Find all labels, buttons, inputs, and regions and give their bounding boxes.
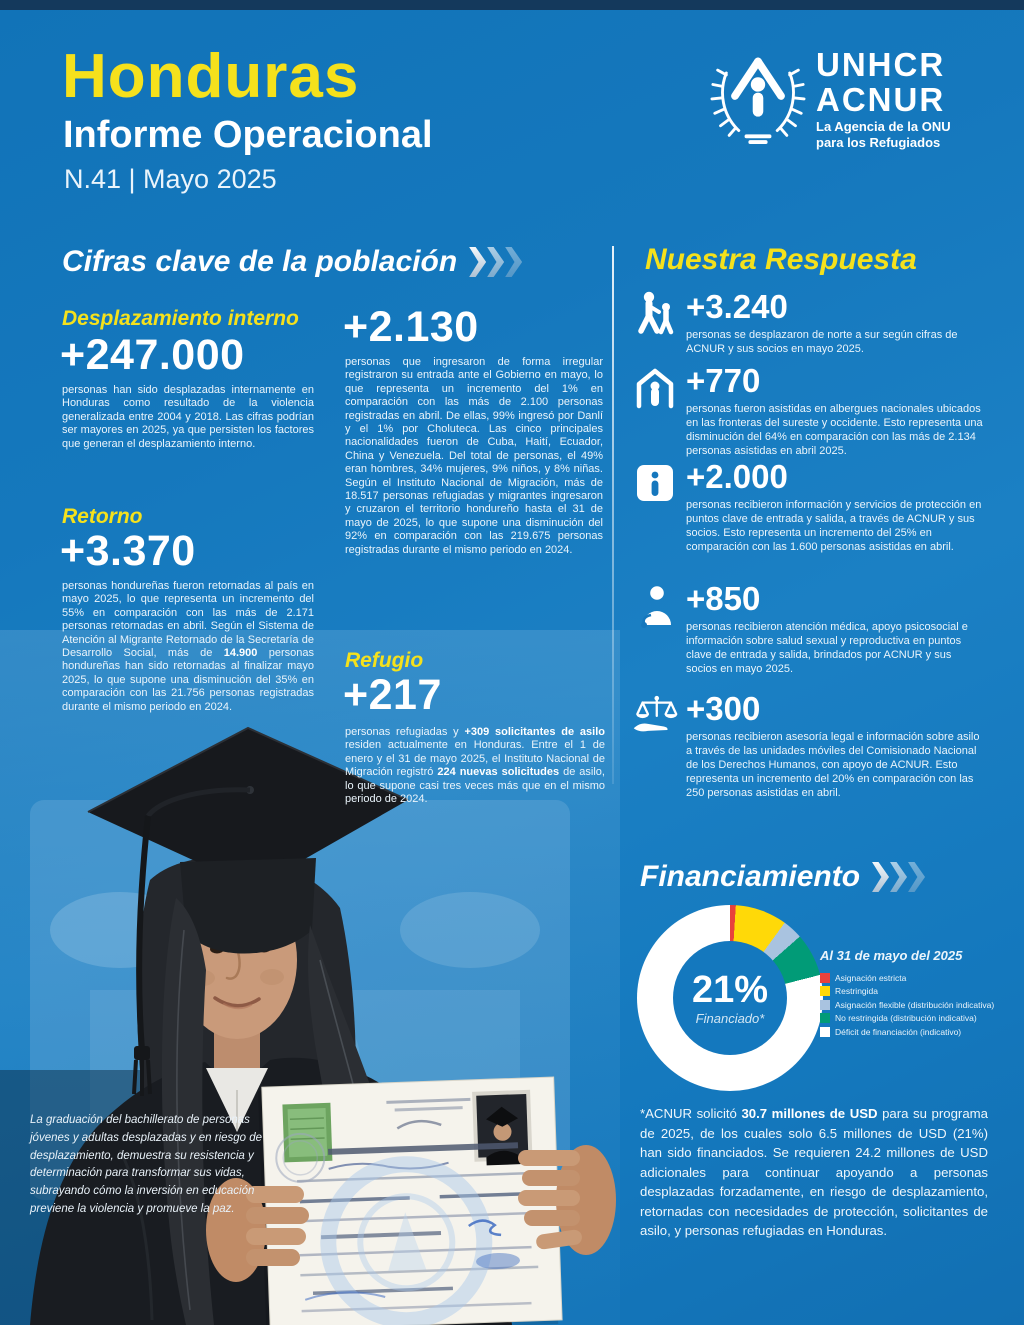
legend-swatch <box>820 999 830 1010</box>
unhcr-logo: UNHCR ACNUR La Agencia de la ONU para lo… <box>710 46 980 166</box>
stat-value: +850 <box>686 580 761 617</box>
funded-label: Financiado* <box>695 1010 765 1026</box>
response-section-heading: Nuestra Respuesta <box>645 243 917 276</box>
funding-section-heading: Financiamiento <box>640 860 926 894</box>
page-title: Honduras <box>62 42 360 111</box>
logo-line1: UNHCR <box>816 46 946 83</box>
diploma-certificate <box>257 1076 563 1325</box>
legend-swatch <box>820 972 830 983</box>
logo-line2: ACNUR <box>816 81 946 118</box>
legend-swatch <box>820 1026 830 1037</box>
top-navy-strip <box>0 0 1024 10</box>
stat-value: +3.240 <box>686 288 788 325</box>
return-text: personas hondureñas fueron retornadas al… <box>62 580 314 713</box>
return-label: Retorno <box>62 505 143 528</box>
legend-swatch <box>820 986 830 997</box>
stat-text: personas se desplazaron de norte a sur s… <box>686 329 958 355</box>
medical-person-icon <box>632 582 678 677</box>
edition-number: N.41 | Mayo 2025 <box>64 164 277 194</box>
refuge-text: personas refugiadas y +309 solicitantes … <box>345 726 605 806</box>
stat-text: personas recibieron atención médica, apo… <box>686 621 968 675</box>
stat-value: +770 <box>686 362 761 399</box>
walking-family-icon <box>632 290 678 357</box>
legend-item: Asignación estricta <box>820 971 1020 985</box>
legend-swatch <box>820 1013 830 1024</box>
refuge-value: +217 <box>343 671 442 719</box>
response-item: +770 personas fueron asistidas en alberg… <box>632 364 984 459</box>
response-item: +300 personas recibieron asesoría legal … <box>632 692 984 801</box>
right-hand <box>518 1145 616 1255</box>
info-icon <box>632 460 678 555</box>
logo-tagline1: La Agencia de la ONU <box>816 119 951 134</box>
stat-text: personas recibieron información y servic… <box>686 499 982 553</box>
population-section-heading: Cifras clave de la población <box>62 245 523 279</box>
funding-donut-center: 21% Financiado* <box>673 941 787 1055</box>
chevrons-icon <box>872 862 926 892</box>
funding-note: *ACNUR solicitó 30.7 millones de USD par… <box>640 1106 988 1239</box>
graduate-photo <box>0 630 620 1325</box>
funding-legend: Al 31 de mayo del 2025 Asignación estric… <box>820 948 1020 1039</box>
internal-displacement-label: Desplazamiento interno <box>62 307 299 330</box>
stat-value: +2.000 <box>686 458 788 495</box>
unhcr-emblem-icon <box>710 57 806 144</box>
internal-displacement-text: personas han sido desplazadas internamen… <box>62 384 314 450</box>
stat-text: personas recibieron asesoría legal e inf… <box>686 731 980 799</box>
legend-item: Asignación flexible (distribución indica… <box>820 998 1020 1012</box>
shelter-icon <box>632 364 678 459</box>
internal-displacement-value: +247.000 <box>60 331 245 379</box>
legal-scales-icon <box>632 692 678 801</box>
response-item: +2.000 personas recibieron información y… <box>632 460 984 555</box>
response-item: +3.240 personas se desplazaron de norte … <box>632 290 984 357</box>
response-item: +850 personas recibieron atención médica… <box>632 582 984 677</box>
refuge-label: Refugio <box>345 649 424 672</box>
legend-item: Restringida <box>820 985 1020 999</box>
left-hand <box>206 1178 309 1282</box>
legend-title: Al 31 de mayo del 2025 <box>820 948 963 963</box>
stat-text: personas fueron asistidas en albergues n… <box>686 403 983 457</box>
chevrons-icon <box>469 247 523 277</box>
irregular-entries-text: personas que ingresaron de forma irregul… <box>345 356 603 556</box>
stat-value: +300 <box>686 690 761 727</box>
photo-caption: La graduación del bachillerato de person… <box>30 1114 263 1216</box>
legend-item: No restringida (distribución indicativa) <box>820 1012 1020 1026</box>
irregular-entries-value: +2.130 <box>343 303 479 351</box>
funded-percentage: 21% <box>691 968 769 1011</box>
return-value: +3.370 <box>60 527 196 575</box>
legend-item: Déficit de financiación (indicativo) <box>820 1025 1020 1039</box>
column-divider <box>612 246 614 784</box>
logo-tagline2: para los Refugiados <box>816 134 941 150</box>
page-subtitle: Informe Operacional <box>63 114 433 156</box>
